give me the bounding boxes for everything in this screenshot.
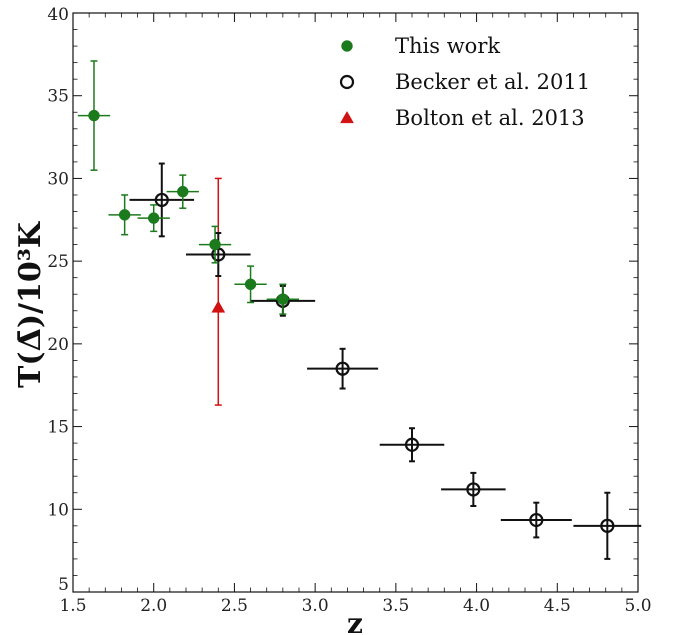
data-point xyxy=(307,347,379,390)
legend-marker xyxy=(340,110,354,124)
data-point xyxy=(186,232,251,278)
marker xyxy=(277,293,289,305)
data-point xyxy=(379,427,445,463)
y-tick-label: 5 xyxy=(58,575,69,595)
marker xyxy=(154,192,169,208)
x-tick-label: 4.0 xyxy=(463,596,490,616)
data-point xyxy=(441,471,506,507)
marker xyxy=(209,238,221,251)
y-tick-label: 10 xyxy=(47,500,69,520)
marker xyxy=(600,518,615,533)
legend-entry: This work xyxy=(341,34,500,58)
marker xyxy=(211,300,226,313)
marker xyxy=(335,361,350,376)
y-tick-label: 40 xyxy=(47,5,69,25)
data-point xyxy=(108,194,141,236)
legend-marker xyxy=(339,74,355,90)
x-axis-label: z xyxy=(347,607,363,635)
data-point xyxy=(211,177,226,406)
x-tick-label: 2.5 xyxy=(221,596,248,616)
x-tick-label: 4.5 xyxy=(544,596,571,616)
marker xyxy=(244,278,257,291)
marker xyxy=(88,109,100,122)
y-tick-label: 20 xyxy=(47,335,69,355)
legend-label: Becker et al. 2011 xyxy=(395,70,590,94)
data-point xyxy=(137,204,170,233)
plot-area xyxy=(72,12,639,593)
x-tick-label: 3.0 xyxy=(302,596,329,616)
marker xyxy=(466,482,481,497)
legend-entry: Becker et al. 2011 xyxy=(339,70,590,94)
data-point xyxy=(198,225,232,264)
series-open-circle xyxy=(129,162,642,560)
series-filled-triangle xyxy=(211,177,226,406)
y-tick-label: 30 xyxy=(47,169,69,189)
legend-label: This work xyxy=(395,34,500,58)
data-point xyxy=(166,174,199,209)
data-point xyxy=(234,265,267,304)
legend-label: Bolton et al. 2013 xyxy=(395,106,585,130)
series-filled-circle xyxy=(77,60,299,315)
legend: This work Becker et al. 2011 Bolton et al.… xyxy=(339,34,590,130)
marker xyxy=(147,212,160,224)
x-axis: 1.5 2.0 2.5 3.0 3.5 4.0 4.5 5.0 xyxy=(59,13,652,616)
y-tick-label: 25 xyxy=(47,252,69,272)
legend-entry: Bolton et al. 2013 xyxy=(340,106,585,130)
legend-marker xyxy=(341,40,353,52)
data-point xyxy=(573,491,642,560)
data-point xyxy=(77,60,111,171)
plot-frame xyxy=(72,12,639,593)
y-tick-label: 35 xyxy=(47,87,69,107)
x-tick-label: 3.5 xyxy=(382,596,409,616)
x-tick-label: 5.0 xyxy=(624,596,651,616)
data-point xyxy=(500,501,572,539)
marker xyxy=(118,209,131,221)
x-tick-label: 2.0 xyxy=(140,596,167,616)
y-axis: 5 10 15 20 25 30 35 40 xyxy=(47,5,638,595)
x-tick-label: 1.5 xyxy=(59,596,86,616)
marker xyxy=(529,512,544,528)
y-axis-label: T(Δ̄)/10³K xyxy=(13,221,48,388)
marker xyxy=(177,185,189,198)
marker xyxy=(404,437,420,452)
y-tick-label: 15 xyxy=(47,418,69,438)
data-point xyxy=(266,283,299,315)
data-series xyxy=(77,60,642,560)
